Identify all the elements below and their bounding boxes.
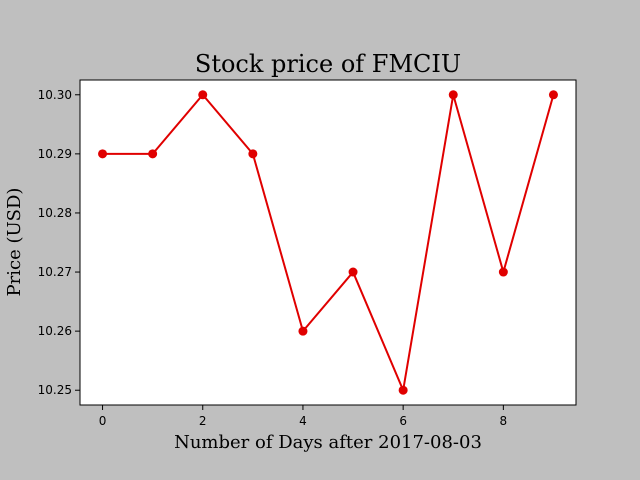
x-tick-label: 2 (199, 414, 207, 428)
data-points (98, 90, 558, 395)
x-axis-ticks: 0 2 4 6 8 (99, 405, 507, 428)
x-tick-label: 0 (99, 414, 107, 428)
x-tick-label: 4 (299, 414, 307, 428)
y-axis-ticks: 10.25 10.26 10.27 10.28 10.29 10.30 (38, 88, 80, 397)
data-point (148, 149, 158, 159)
data-point (348, 267, 358, 277)
series-line (102, 93, 555, 392)
data-point (248, 149, 258, 159)
data-point (298, 326, 308, 336)
data-point (448, 90, 458, 100)
y-tick-label: 10.26 (38, 324, 72, 338)
data-point (548, 90, 558, 100)
y-tick-label: 10.25 (38, 383, 72, 397)
data-point (398, 385, 408, 395)
x-tick-label: 8 (500, 414, 508, 428)
x-axis-label: Number of Days after 2017-08-03 (174, 432, 482, 453)
data-point (498, 267, 508, 277)
y-tick-label: 10.29 (38, 147, 72, 161)
chart-title: Stock price of FMCIU (195, 50, 461, 78)
y-axis-label: Price (USD) (4, 188, 25, 297)
y-tick-label: 10.28 (38, 206, 72, 220)
y-tick-label: 10.30 (38, 88, 72, 102)
x-tick-label: 6 (399, 414, 407, 428)
y-tick-label: 10.27 (38, 265, 72, 279)
plot-area (79, 79, 577, 406)
data-point (198, 90, 208, 100)
data-point (98, 149, 108, 159)
